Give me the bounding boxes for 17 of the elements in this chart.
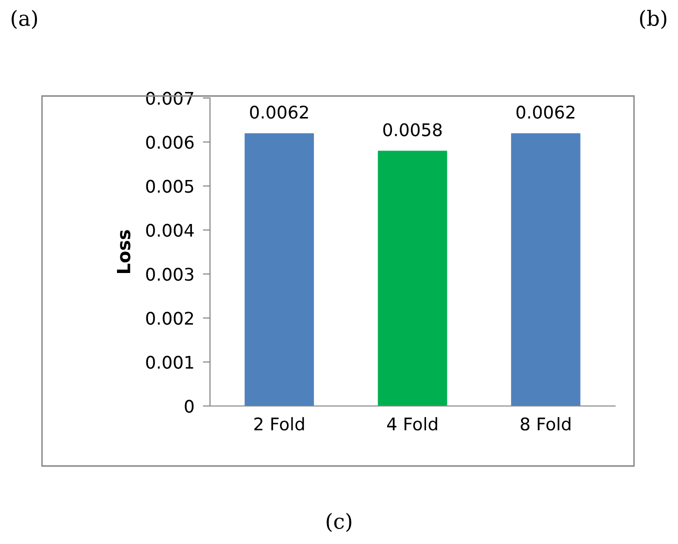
y-axis-title: Loss — [116, 230, 130, 274]
x-tick-label: 2 Fold — [254, 417, 304, 431]
y-tick-label: 0 — [184, 400, 194, 413]
text: (b) — [640, 10, 666, 29]
text: (c) — [326, 512, 352, 532]
data-label: 0.0058 — [383, 123, 442, 136]
x-tick-label: 4 Fold — [387, 417, 438, 431]
data-label: 0.0062 — [250, 106, 308, 119]
text: (a) — [12, 10, 38, 29]
y-tick-label: 0.002 — [146, 312, 193, 325]
y-tick-label: 0.005 — [146, 180, 194, 193]
y-tick-label: 0.006 — [146, 136, 194, 149]
y-tick-label: 0.003 — [146, 268, 194, 281]
x-tick-label: 8 Fold — [520, 417, 570, 431]
y-tick-label: 0.004 — [146, 224, 194, 237]
data-label: 0.0062 — [516, 106, 574, 119]
y-tick-label: 0.001 — [146, 356, 194, 369]
